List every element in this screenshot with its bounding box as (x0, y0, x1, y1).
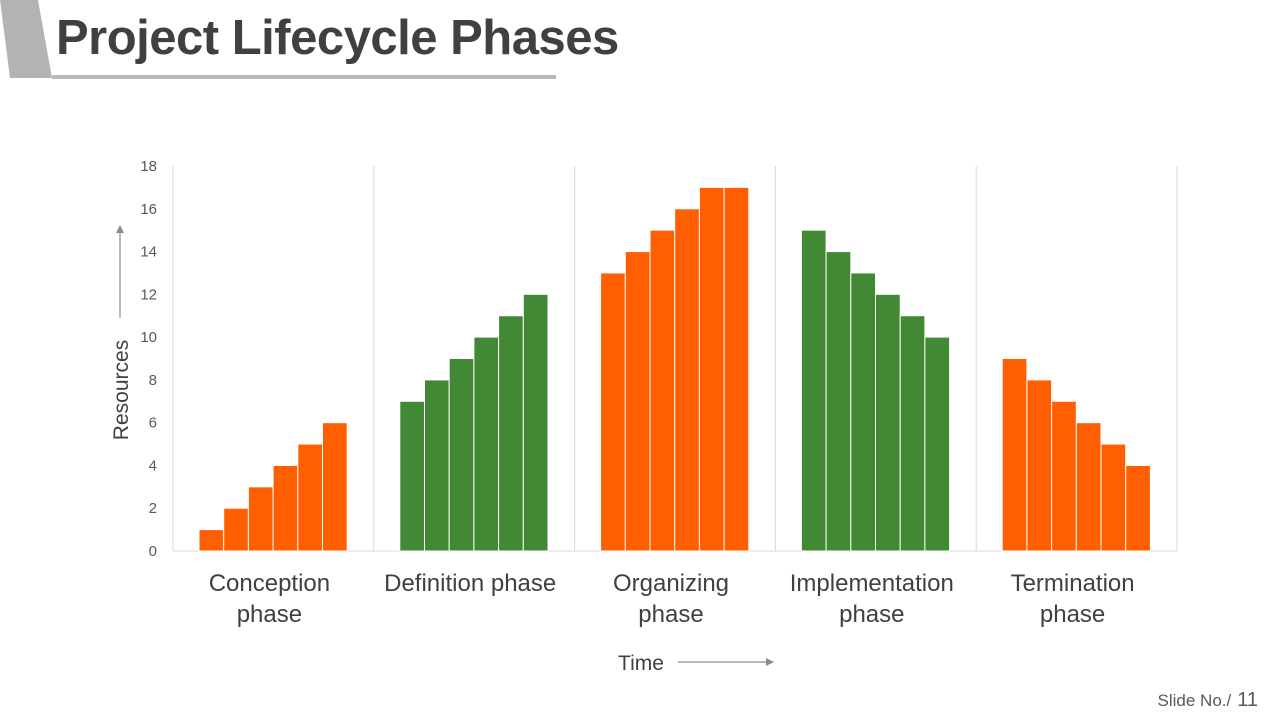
bar (624, 251, 651, 552)
y-tick-label: 8 (149, 372, 157, 389)
x-category-label: Termination phase (1011, 570, 1135, 628)
x-category-label-line: phase (839, 601, 904, 628)
x-category-label-line: phase (638, 601, 703, 628)
bar (850, 272, 876, 552)
x-category-label-line: Termination (1011, 570, 1135, 597)
bar (247, 486, 274, 552)
slide-number: 11 (1237, 689, 1258, 711)
bar (424, 379, 450, 552)
bar (899, 315, 926, 552)
y-tick-label: 12 (140, 286, 157, 303)
bar (674, 208, 700, 552)
bar (800, 229, 827, 552)
axis-titles: Resources Time (110, 225, 774, 675)
y-tick-label: 6 (149, 415, 157, 432)
bar (1051, 400, 1077, 552)
y-tick-label: 2 (149, 500, 157, 517)
bar (498, 315, 524, 552)
bar (698, 186, 725, 552)
x-category-label-line: phase (1040, 601, 1105, 628)
y-tick-label: 0 (149, 543, 157, 560)
bar (223, 507, 249, 552)
x-category-label-line: Conception (209, 570, 330, 597)
bar (473, 336, 500, 552)
y-axis-ticks: 0 2 4 6 8 10 12 14 16 18 (140, 158, 157, 560)
bar (723, 186, 750, 552)
y-tick-label: 18 (140, 158, 157, 175)
title-accent-shape (0, 0, 52, 78)
x-category-label-line: Organizing (613, 570, 729, 597)
bar (825, 251, 852, 552)
title-accent-polygon (0, 0, 52, 78)
x-category-label-line: Definition phase (384, 570, 556, 597)
bar (448, 358, 475, 552)
x-axis-labels: Conception phase Definition phase Organizin… (209, 570, 1135, 628)
bar (924, 336, 951, 552)
bar (198, 529, 225, 552)
slide-number-label: Slide No./ (1157, 691, 1232, 710)
y-axis-title: Resources (110, 340, 133, 440)
bars-layer (198, 186, 1151, 552)
bar (1001, 358, 1028, 552)
bar (399, 400, 425, 552)
bar (272, 464, 299, 552)
bar (875, 293, 901, 552)
title-underline (52, 75, 556, 79)
x-category-label: Implementation phase (790, 570, 954, 628)
bar (1100, 443, 1127, 552)
x-category-label-line: Implementation (790, 570, 954, 597)
slide-title: Project Lifecycle Phases (56, 11, 619, 65)
bar (522, 293, 549, 552)
bar (649, 229, 676, 552)
bar (1026, 379, 1053, 552)
y-tick-label: 10 (140, 329, 157, 346)
bar (322, 422, 348, 552)
x-category-label: Conception phase (209, 570, 330, 628)
bar (1125, 464, 1151, 552)
x-axis-title: Time (618, 652, 664, 675)
y-tick-label: 14 (140, 244, 157, 261)
x-category-label: Organizing phase (613, 570, 729, 628)
y-tick-label: 16 (140, 201, 157, 218)
y-tick-label: 4 (149, 457, 157, 474)
x-category-label-line: phase (237, 601, 302, 628)
x-category-label: Definition phase (384, 570, 556, 597)
bar (1075, 422, 1102, 552)
slide-number-footer: Slide No./ 11 (1158, 689, 1258, 712)
bar (600, 272, 626, 552)
bar (297, 443, 323, 552)
